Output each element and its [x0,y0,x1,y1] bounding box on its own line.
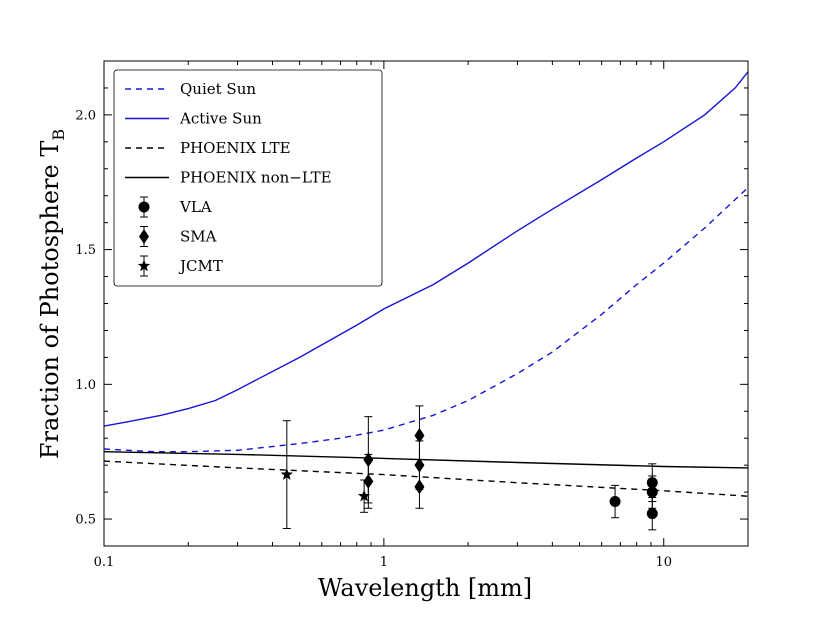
legend-label-0: Quiet Sun [180,80,256,98]
data-point-sma-1 [363,473,374,489]
plot-contents [104,71,748,531]
legend-label-3: PHOENIX non−LTE [180,169,332,187]
x-tick-label-2: 10 [655,555,672,570]
data-point-vla-0 [609,496,621,508]
series-line-2 [104,460,748,497]
data-point-sma-4 [414,479,425,495]
y-tick-label-3: 2.0 [75,108,96,123]
legend-marker-vla [138,201,150,213]
y-axis-label-subscript: B [49,129,68,141]
legend: Quiet Sun Active Sun PHOENIX LTE PHOENIX no… [113,69,383,287]
legend-label-1: Active Sun [179,110,262,128]
plot-area [104,71,748,531]
y-tick-label-1: 1.0 [75,378,96,393]
legend-label-2: PHOENIX LTE [180,139,291,157]
legend-label-vla: VLA [179,198,212,216]
legend-marker-jcmt [137,259,151,272]
data-point-vla-2 [646,486,658,498]
data-point-jcmt-1 [357,489,371,502]
y-tick-label-0: 0.5 [75,513,96,528]
axes: 0.5 1.0 1.5 2.0 0.1 1 10 [75,60,749,570]
data-point-jcmt-0 [280,468,293,480]
x-tick-label-0: 0.1 [94,555,115,570]
series-line-3 [104,451,748,469]
y-axis-label-main: Fraction of Photosphere T [36,141,64,460]
y-axis-label: Fraction of Photosphere TB [36,129,68,459]
legend-label-jcmt: JCMT [178,257,223,275]
y-tick-label-2: 1.5 [75,243,96,258]
legend-marker-sma [139,229,149,244]
legend-label-sma: SMA [180,228,217,246]
legend-box [113,69,383,287]
series-line-1 [104,71,748,427]
x-axis-label: Wavelength [mm] [318,574,532,602]
data-point-vla-3 [646,508,658,520]
x-tick-label-1: 1 [380,555,388,570]
data-point-sma-2 [414,428,425,444]
